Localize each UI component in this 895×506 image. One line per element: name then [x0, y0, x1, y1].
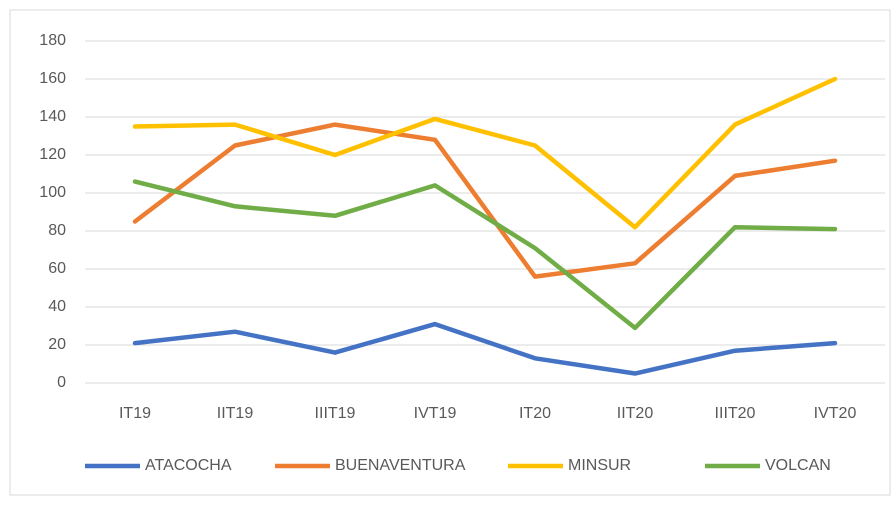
x-tick-label: IIT20	[617, 405, 654, 422]
legend-label: MINSUR	[568, 457, 631, 474]
legend-label: ATACOCHA	[145, 457, 232, 474]
chart-frame	[9, 9, 891, 496]
y-tick-label: 100	[39, 184, 66, 201]
y-tick-label: 120	[39, 146, 66, 163]
y-tick-label: 40	[48, 298, 66, 315]
x-tick-label: IIIT19	[315, 405, 356, 422]
legend-label: VOLCAN	[765, 457, 831, 474]
x-tick-label: IIT19	[217, 405, 254, 422]
series-line	[132, 76, 838, 230]
y-tick-label: 80	[48, 222, 66, 239]
y-tick-label: 160	[39, 70, 66, 87]
y-tick-label: 0	[57, 374, 66, 391]
legend-label: BUENAVENTURA	[335, 457, 466, 474]
x-tick-label: IT19	[119, 405, 151, 422]
series-line	[132, 122, 838, 279]
y-tick-label: 60	[48, 260, 66, 277]
y-tick-label: 140	[39, 108, 66, 125]
series-line	[132, 321, 838, 376]
series-line	[132, 179, 838, 331]
y-tick-label: 20	[48, 336, 66, 353]
y-tick-label: 180	[39, 32, 66, 49]
x-tick-label: IT20	[519, 405, 551, 422]
x-tick-label: IVT20	[814, 405, 857, 422]
x-tick-label: IIIT20	[715, 405, 756, 422]
x-tick-label: IVT19	[414, 405, 457, 422]
